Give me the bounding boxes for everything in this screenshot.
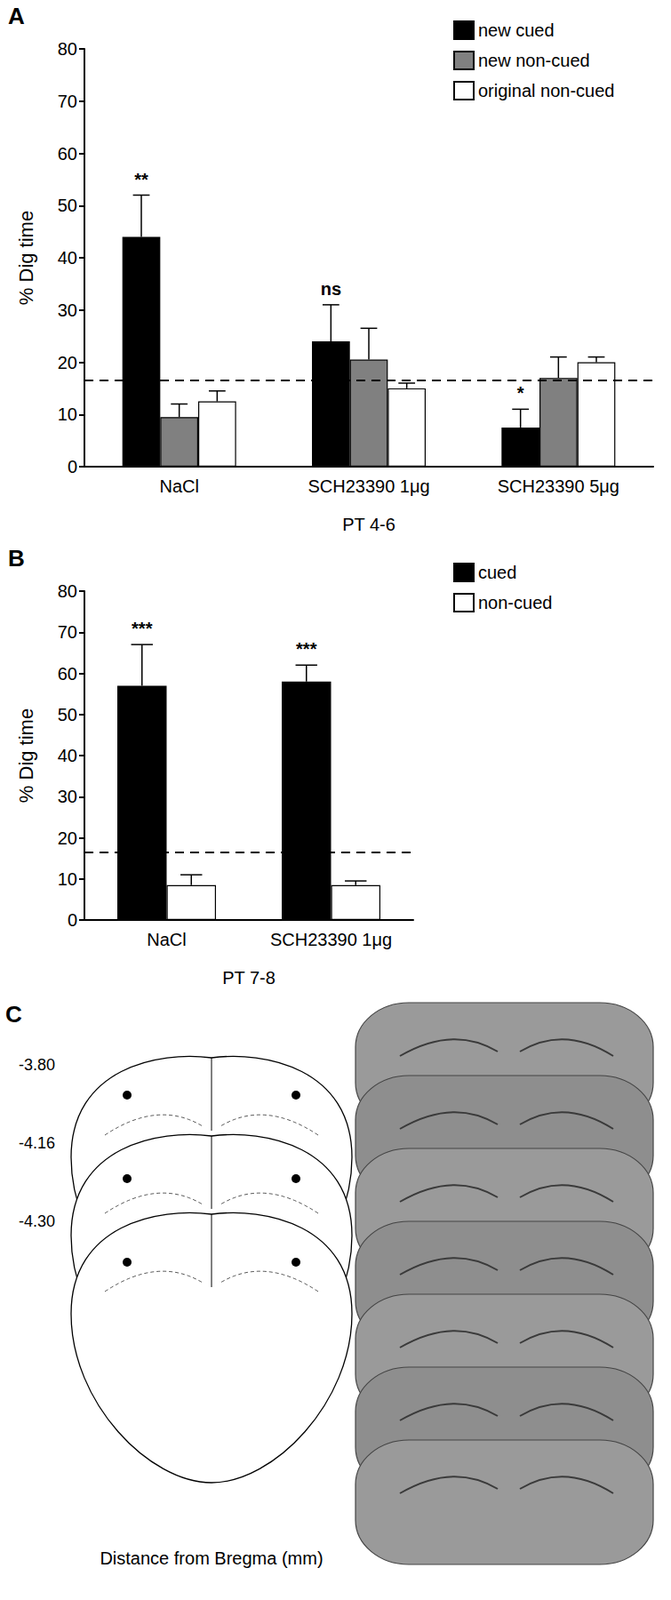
svg-text:80: 80 bbox=[57, 39, 78, 59]
svg-text:0: 0 bbox=[67, 910, 78, 930]
svg-text:***: *** bbox=[295, 639, 318, 659]
svg-text:PT 4-6: PT 4-6 bbox=[342, 514, 396, 535]
svg-text:20: 20 bbox=[57, 352, 78, 373]
svg-text:SCH23390 1μg: SCH23390 1μg bbox=[307, 476, 430, 496]
svg-text:70: 70 bbox=[57, 91, 78, 112]
svg-text:30: 30 bbox=[57, 300, 78, 320]
svg-text:70: 70 bbox=[57, 622, 78, 642]
svg-text:50: 50 bbox=[57, 704, 78, 725]
svg-text:***: *** bbox=[131, 618, 153, 639]
svg-text:10: 10 bbox=[57, 404, 78, 424]
svg-text:NaCl: NaCl bbox=[146, 929, 186, 950]
svg-text:40: 40 bbox=[57, 745, 78, 766]
svg-text:SCH23390 5μg: SCH23390 5μg bbox=[497, 476, 620, 496]
svg-text:% Dig time: % Dig time bbox=[15, 210, 38, 305]
svg-text:SCH23390 1μg: SCH23390 1μg bbox=[270, 929, 392, 950]
svg-text:new cued: new cued bbox=[478, 20, 555, 40]
svg-text:A: A bbox=[7, 2, 25, 30]
svg-text:cued: cued bbox=[478, 562, 517, 583]
svg-text:-4.30: -4.30 bbox=[18, 1212, 56, 1231]
svg-text:% Dig time: % Dig time bbox=[15, 708, 38, 803]
svg-text:ns: ns bbox=[320, 279, 342, 299]
svg-text:10: 10 bbox=[57, 869, 78, 889]
svg-text:40: 40 bbox=[57, 247, 78, 268]
svg-text:NaCl: NaCl bbox=[159, 476, 199, 496]
svg-text:60: 60 bbox=[57, 663, 78, 684]
svg-text:non-cued: non-cued bbox=[478, 592, 552, 613]
svg-text:60: 60 bbox=[57, 143, 78, 164]
svg-text:-4.16: -4.16 bbox=[18, 1134, 56, 1152]
svg-text:new non-cued: new non-cued bbox=[478, 50, 591, 71]
svg-text:original non-cued: original non-cued bbox=[478, 80, 615, 101]
svg-text:30: 30 bbox=[57, 786, 78, 807]
svg-text:0: 0 bbox=[67, 456, 78, 477]
svg-text:PT 7-8: PT 7-8 bbox=[222, 967, 276, 988]
svg-text:C: C bbox=[5, 1000, 23, 1028]
svg-text:80: 80 bbox=[57, 581, 78, 601]
svg-text:Distance from Bregma (mm): Distance from Bregma (mm) bbox=[99, 1548, 323, 1568]
svg-text:B: B bbox=[7, 544, 25, 572]
svg-text:20: 20 bbox=[57, 828, 78, 848]
svg-text:**: ** bbox=[134, 169, 149, 190]
svg-text:*: * bbox=[517, 383, 525, 403]
svg-text:50: 50 bbox=[57, 195, 78, 216]
svg-text:-3.80: -3.80 bbox=[18, 1055, 56, 1074]
